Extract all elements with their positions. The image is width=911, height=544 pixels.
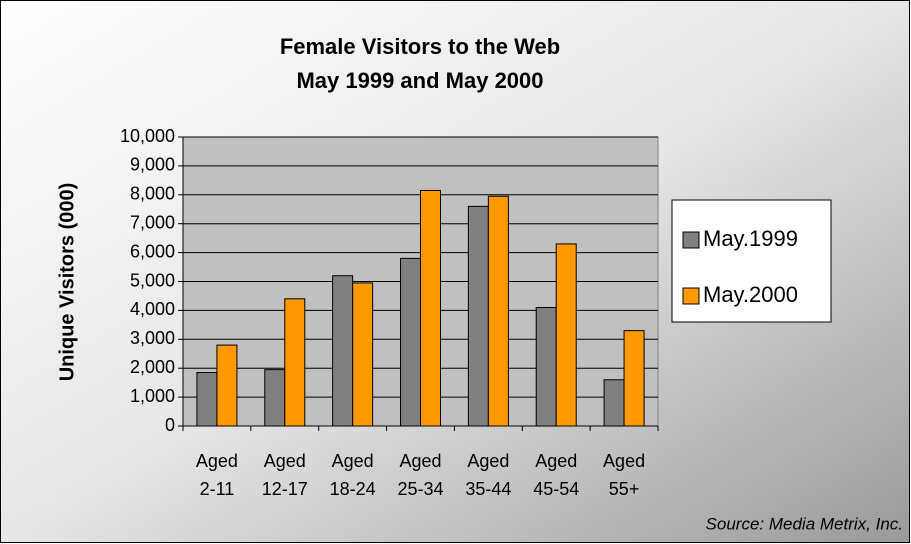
legend-swatch: [682, 231, 700, 249]
x-tick-label: Aged 18-24: [330, 451, 376, 499]
bar: [216, 344, 238, 427]
x-tick-label: Aged 2-11: [196, 451, 238, 499]
y-tick-label: 8,000: [130, 184, 175, 204]
bar: [420, 189, 441, 427]
bar: [332, 275, 354, 427]
y-tick-label: 5,000: [130, 270, 175, 290]
bar: [284, 298, 306, 427]
legend-swatch: [682, 287, 700, 305]
y-tick-label: 9,000: [130, 155, 175, 175]
bar: [535, 307, 557, 427]
y-tick-label: 7,000: [130, 212, 175, 232]
bar: [623, 330, 645, 427]
x-tick-label: Aged 55+: [603, 451, 645, 499]
x-tick-label: Aged 25-34: [397, 451, 443, 499]
bar: [196, 372, 218, 427]
bar: [467, 205, 489, 427]
y-tick-label: 1,000: [130, 386, 175, 406]
legend-label: May.2000: [703, 282, 798, 307]
bar: [603, 379, 625, 427]
y-tick-label: 3,000: [130, 328, 175, 348]
legend-label: May.1999: [703, 226, 798, 251]
y-tick-label: 10,000: [120, 126, 175, 146]
bar: [352, 282, 374, 427]
bar: [487, 195, 509, 427]
x-tick-label: Aged 12-17: [262, 451, 308, 499]
bar: [400, 257, 421, 427]
y-tick-label: 0: [165, 415, 175, 435]
source-note: Source: Media Metrix, Inc.: [706, 514, 903, 533]
x-tick-label: Aged 45-54: [533, 451, 579, 499]
chart-title: Female Visitors to the Web: [280, 34, 560, 59]
bar: [555, 243, 577, 427]
y-tick-label: 4,000: [130, 299, 175, 319]
y-tick-label: 2,000: [130, 357, 175, 377]
bar: [264, 369, 286, 427]
x-tick-label: Aged 35-44: [465, 451, 511, 499]
y-axis-label: Unique Visitors (000): [56, 183, 78, 382]
y-tick-label: 6,000: [130, 241, 175, 261]
chart-subtitle: May 1999 and May 2000: [296, 68, 543, 93]
